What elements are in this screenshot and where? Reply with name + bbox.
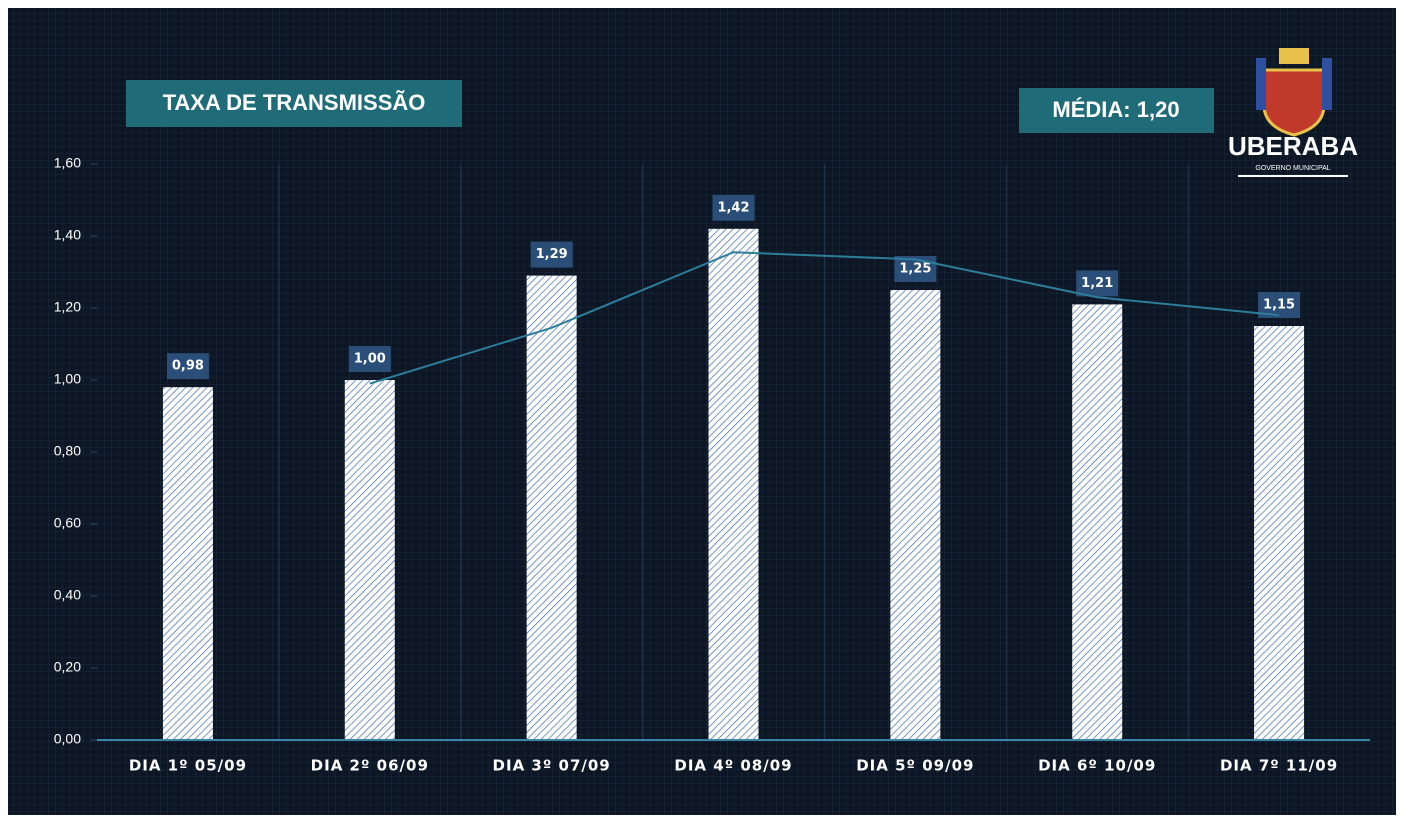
- background: [8, 8, 1396, 815]
- y-tick-label: 1,00: [54, 371, 81, 387]
- value-label-box: [348, 346, 391, 372]
- value-label: 1,42: [717, 200, 749, 215]
- x-tick-label: DIA 6º 10/09: [1038, 757, 1156, 775]
- bar: [708, 228, 759, 741]
- chart-title: TAXA DE TRANSMISSÃO: [163, 90, 426, 115]
- bar: [890, 290, 941, 740]
- y-tick-label: 0,00: [54, 731, 81, 747]
- x-tick-label: DIA 1º 05/09: [129, 757, 247, 775]
- logo: UBERABA GOVERNO MUNICIPAL: [1228, 48, 1358, 177]
- value-label: 1,00: [354, 352, 386, 367]
- logo-shield: [1262, 68, 1326, 137]
- bar: [1072, 304, 1123, 740]
- bar: [344, 380, 395, 740]
- logo-figure: [1322, 58, 1332, 110]
- trend-line: [369, 251, 1280, 385]
- y-tick-label: 1,20: [54, 299, 81, 315]
- value-label: 0,98: [172, 359, 204, 374]
- bar: [526, 275, 577, 740]
- y-tick-label: 0,20: [54, 659, 81, 675]
- logo-figure: [1256, 58, 1266, 110]
- logo-name: UBERABA: [1228, 131, 1358, 161]
- value-label-box: [1076, 270, 1119, 297]
- bar: [1254, 326, 1305, 740]
- logo-subtitle: GOVERNO MUNICIPAL: [1255, 165, 1330, 172]
- value-label: 1,21: [1081, 276, 1113, 291]
- average-annotation: MÉDIA: 1,20: [1052, 97, 1179, 122]
- value-label: 1,25: [899, 262, 931, 277]
- y-tick-label: 1,60: [54, 155, 81, 171]
- average-box: [1019, 88, 1214, 133]
- value-label: 1,15: [1263, 298, 1295, 313]
- value-label-box: [530, 241, 573, 268]
- x-tick-label: DIA 3º 07/09: [493, 757, 611, 775]
- logo-crown: [1279, 48, 1309, 64]
- x-tick-label: DIA 4º 08/09: [674, 757, 792, 775]
- x-tick-label: DIA 2º 06/09: [311, 757, 429, 775]
- x-tick-label: DIA 7º 11/09: [1220, 757, 1338, 775]
- y-tick-label: 0,60: [54, 515, 81, 531]
- title-box: [126, 80, 462, 127]
- y-tick-label: 1,40: [54, 227, 81, 243]
- bar: [162, 387, 213, 740]
- value-label-box: [712, 194, 755, 221]
- value-label-box: [166, 353, 209, 380]
- y-tick-label: 0,80: [54, 443, 81, 459]
- y-tick-label: 0,40: [54, 587, 81, 603]
- x-tick-label: DIA 5º 09/09: [856, 757, 974, 775]
- value-label: 1,29: [536, 247, 568, 262]
